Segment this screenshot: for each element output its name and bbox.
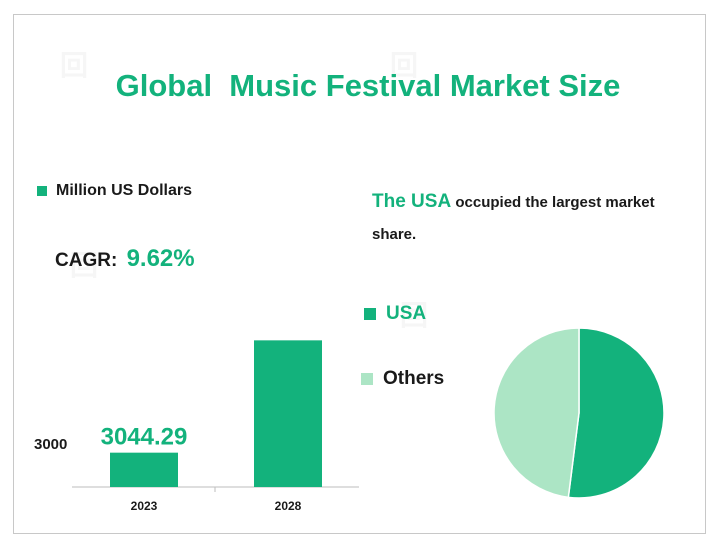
cagr-text: CAGR: 9.62%: [55, 245, 195, 273]
share-text: occupied the largest market share.: [372, 194, 655, 243]
pie-legend-usa-swatch: [364, 308, 376, 320]
pie-legend-usa: USA: [364, 303, 426, 325]
share-highlight: The USA: [372, 191, 452, 212]
pie-slice-others: [493, 327, 580, 499]
cagr-value: 9.62%: [126, 245, 195, 272]
data-label-2023: 3044.29: [101, 424, 188, 451]
watermark: 回 回 回 回: [60, 50, 428, 331]
unit-legend-label: Million US Dollars: [56, 182, 193, 199]
pie-legend-others-label: Others: [383, 368, 445, 389]
svg-text:回: 回: [70, 250, 98, 281]
pie-legend-usa-label: USA: [386, 303, 427, 324]
x-tick-label-2028: 2028: [275, 499, 302, 513]
x-tick-label-2023: 2023: [131, 499, 158, 513]
pie-legend-others: Others: [361, 368, 444, 390]
svg-text:回: 回: [60, 50, 88, 81]
chart-title: Global Music Festival Market Size: [115, 68, 621, 103]
bar-2028: [254, 340, 322, 487]
unit-legend: Million US Dollars: [37, 182, 192, 200]
pie-legend-others-swatch: [361, 373, 373, 385]
bar-2023: [110, 452, 178, 487]
share-statement: The USA occupied the largest market shar…: [372, 186, 697, 251]
y-tick-label: 3000: [34, 436, 67, 453]
svg-text:回: 回: [390, 50, 418, 81]
pie-slice-usa: [567, 327, 665, 499]
cagr-label: CAGR:: [55, 250, 118, 271]
svg-text:回: 回: [400, 300, 428, 331]
unit-legend-swatch: [37, 186, 47, 196]
chart-frame: [13, 14, 706, 534]
